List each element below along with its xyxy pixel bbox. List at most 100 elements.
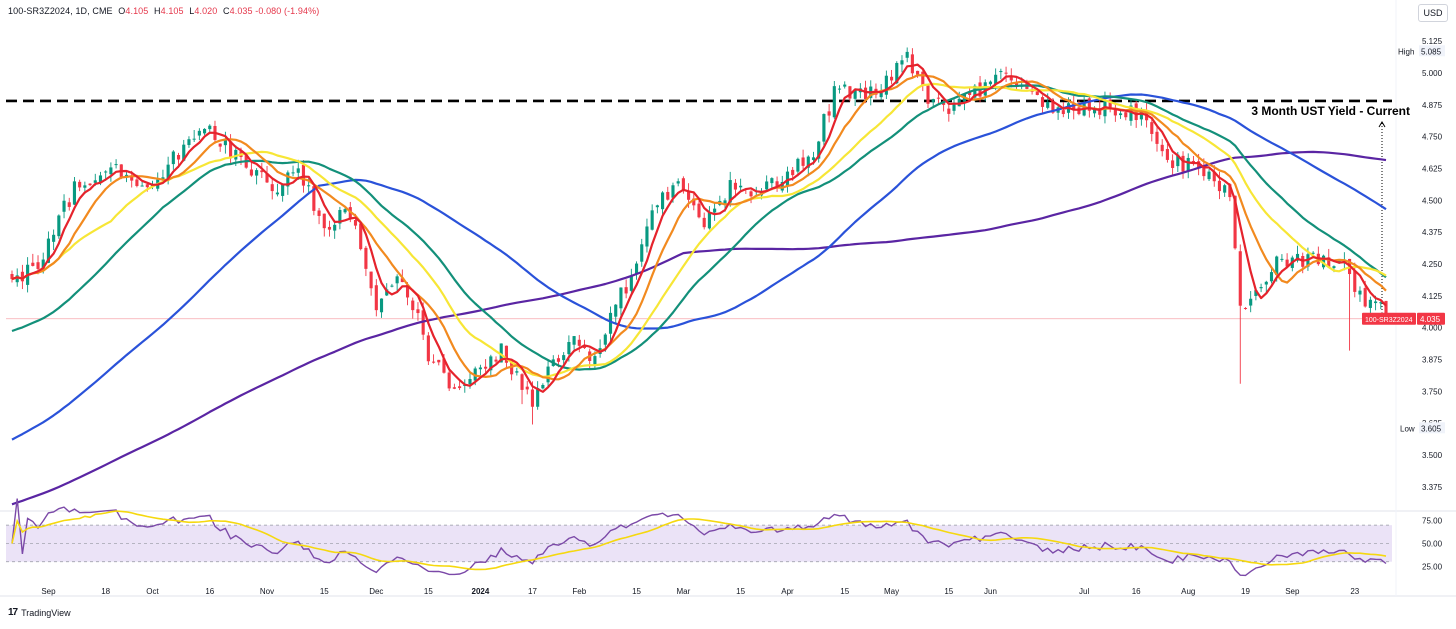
time-tick-label-14: Apr: [781, 587, 794, 596]
candle-body: [369, 271, 373, 289]
candle-body: [78, 181, 82, 188]
candle-body: [405, 284, 410, 298]
candle-body: [343, 209, 347, 213]
candle-body: [1275, 256, 1279, 276]
candle-body: [296, 168, 300, 173]
candle-body: [353, 219, 358, 226]
candle-body: [916, 70, 920, 75]
candle-body: [879, 92, 883, 98]
candle-body: [1004, 72, 1008, 74]
candle-body: [432, 361, 436, 363]
candle-body: [374, 285, 378, 311]
candle-body: [494, 359, 498, 362]
candle-body: [1009, 76, 1013, 81]
candle-body: [608, 312, 613, 334]
time-tick-label-12: Mar: [676, 587, 690, 596]
candle-body: [447, 372, 451, 389]
candle-body: [822, 114, 826, 142]
candle-body: [1051, 100, 1055, 113]
time-tick-label-20: 16: [1132, 587, 1141, 596]
close-label: C: [223, 6, 230, 16]
price-tick-label-9: 4.000: [1422, 324, 1443, 333]
candle-body: [260, 170, 264, 173]
candle-body: [437, 359, 441, 363]
candle-body: [255, 170, 259, 176]
time-tick-label-19: Jul: [1079, 587, 1089, 596]
rsi-tick-label-2: 25.00: [1422, 562, 1443, 571]
candle-body: [1233, 195, 1237, 249]
candle-body: [400, 278, 404, 283]
candle-body: [1035, 91, 1039, 95]
symbol-name: 100-SR3Z2024, 1D, CME: [8, 6, 113, 16]
candle-body: [499, 343, 503, 363]
candle-body: [468, 379, 472, 385]
open-value: 4.105: [125, 6, 149, 16]
candle-body: [895, 62, 899, 84]
candle-body: [973, 85, 977, 98]
candle-body: [301, 164, 306, 186]
candle-body: [775, 181, 779, 187]
candle-body: [848, 86, 852, 99]
candle-body: [312, 186, 316, 211]
candle-body: [20, 271, 24, 282]
tradingview-logo[interactable]: 17 TradingView: [8, 607, 71, 618]
candle-body: [562, 355, 566, 361]
candle-body: [1379, 302, 1383, 304]
time-tick-label-7: 15: [424, 587, 433, 596]
candle-body: [947, 108, 951, 114]
time-tick-label-13: 15: [736, 587, 745, 596]
candle-body: [1212, 172, 1216, 182]
time-tick-label-10: Feb: [572, 587, 586, 596]
candle-body: [999, 71, 1003, 73]
candle-body: [182, 144, 186, 161]
time-tick-label-9: 17: [528, 587, 537, 596]
time-tick-label-8: 2024: [472, 587, 490, 596]
candle-body: [1249, 298, 1253, 306]
time-axis[interactable]: Sep 18 Oct 16 Nov 15 Dec 15 2024 17 Feb 15 Mar 15 Apr 1…: [41, 587, 1359, 596]
candle-body: [1165, 149, 1169, 160]
rsi-axis[interactable]: 75.00 50.00 25.00: [1422, 517, 1443, 572]
candle-body: [130, 176, 134, 181]
candle-body: [572, 336, 576, 345]
candle-body: [723, 200, 727, 205]
last-price-symbol-tag: [1362, 312, 1416, 325]
candle-body: [364, 247, 368, 269]
close-value: 4.035: [229, 6, 253, 16]
candle-body: [827, 111, 831, 116]
candle-body: [577, 339, 581, 346]
candle-body: [1191, 160, 1195, 163]
price-tick-label-1: 5.000: [1422, 69, 1443, 78]
ma-line-purple: [11, 150, 1387, 506]
candle-body: [504, 345, 508, 363]
candle-body: [1155, 131, 1159, 144]
candle-body: [1014, 82, 1019, 86]
candle-body: [910, 54, 914, 74]
currency-button[interactable]: USD: [1418, 4, 1448, 22]
candle-body: [530, 389, 535, 407]
candle-body: [307, 185, 311, 187]
candle-body: [411, 300, 415, 311]
candle-body: [1129, 105, 1133, 121]
candle-body: [655, 205, 659, 208]
candle-body: [234, 149, 238, 160]
time-tick-label-23: Sep: [1285, 587, 1300, 596]
candle-body: [884, 75, 888, 95]
candle-body: [645, 226, 649, 247]
candle-body: [853, 89, 857, 99]
time-tick-label-4: Nov: [260, 587, 274, 596]
candle-body: [452, 387, 456, 389]
candle-body: [176, 154, 181, 160]
candle-body: [145, 184, 149, 188]
candle-body: [265, 173, 269, 183]
low-value: 3.605: [1421, 424, 1442, 433]
candle-body: [327, 226, 332, 230]
candle-body: [1072, 103, 1076, 111]
candle-body: [926, 85, 930, 104]
candle-body: [619, 287, 623, 309]
candle-body: [1285, 259, 1289, 267]
candle-body: [291, 172, 295, 174]
candle-body: [114, 164, 118, 166]
candle-body: [458, 386, 462, 389]
